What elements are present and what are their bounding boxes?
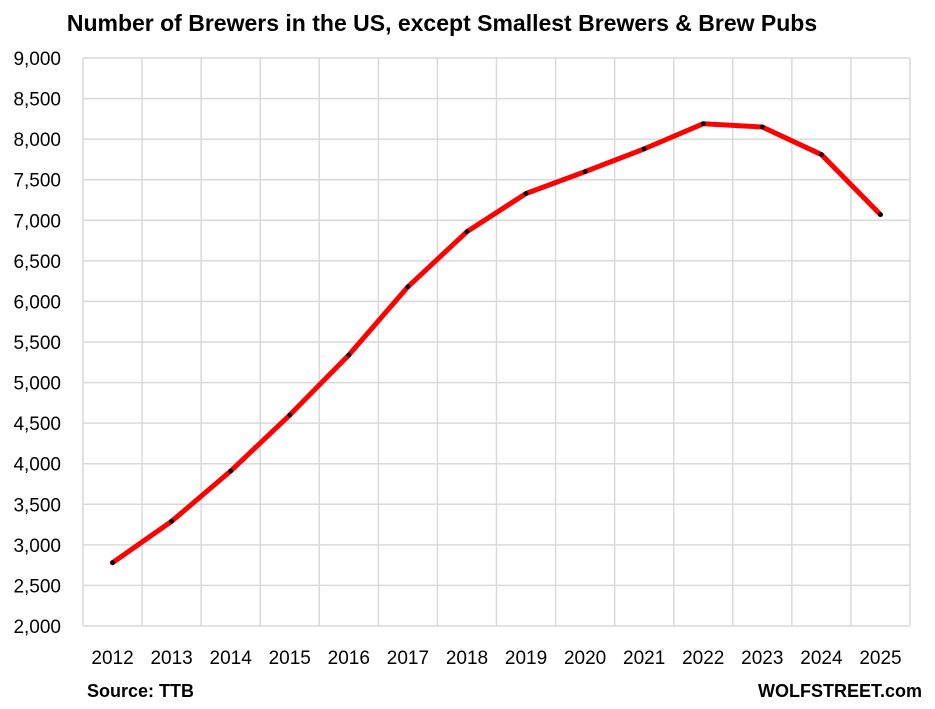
- y-axis-tick-labels: 2,000 2,500 3,000 3,500 4,000 4,500 5,000 5,500…: [13, 49, 61, 638]
- data-point: [346, 352, 352, 358]
- chart-title: Number of Brewers in the US, except Smal…: [67, 10, 817, 36]
- y-tick-label: 9,000: [13, 49, 61, 70]
- data-point: [582, 169, 588, 175]
- x-tick-label: 2014: [210, 648, 253, 669]
- data-point: [169, 518, 175, 524]
- grid: [82, 57, 911, 627]
- y-tick-label: 2,500: [13, 576, 61, 597]
- data-point: [878, 212, 883, 218]
- x-tick-label: 2018: [446, 648, 488, 669]
- x-tick-label: 2021: [623, 648, 665, 669]
- data-point: [818, 152, 824, 157]
- y-tick-label: 6,000: [13, 292, 61, 313]
- x-tick-label: 2025: [859, 648, 901, 669]
- y-tick-label: 4,000: [13, 455, 61, 476]
- x-tick-label: 2023: [741, 648, 783, 669]
- y-tick-label: 7,000: [13, 211, 61, 232]
- x-tick-label: 2017: [387, 648, 429, 669]
- data-point: [700, 121, 706, 127]
- x-tick-label: 2015: [269, 648, 311, 669]
- y-tick-label: 7,500: [13, 171, 61, 192]
- x-tick-label: 2022: [682, 648, 724, 669]
- data-point: [464, 229, 470, 235]
- y-tick-label: 3,500: [13, 495, 61, 516]
- x-tick-label: 2019: [505, 648, 547, 669]
- data-point: [228, 468, 234, 474]
- x-tick-label: 2013: [150, 648, 192, 669]
- source-note: Source: TTB: [87, 681, 194, 701]
- data-point: [405, 284, 411, 290]
- series-layer: [110, 121, 883, 566]
- y-tick-label: 8,000: [13, 130, 61, 151]
- x-tick-label: 2012: [91, 648, 133, 669]
- watermark: WOLFSTREET.com: [758, 681, 922, 701]
- data-point: [523, 191, 529, 196]
- y-tick-label: 4,500: [13, 414, 61, 435]
- x-axis-tick-labels: 2012 2013 2014 2015 2016 2017 2018 2019 2020 2021…: [91, 648, 901, 669]
- data-point: [641, 146, 647, 152]
- x-tick-label: 2020: [564, 648, 606, 669]
- y-tick-label: 5,000: [13, 374, 61, 395]
- x-tick-label: 2016: [328, 648, 370, 669]
- y-tick-label: 6,500: [13, 252, 61, 273]
- y-tick-label: 5,500: [13, 333, 61, 354]
- x-tick-label: 2024: [800, 648, 843, 669]
- y-tick-label: 2,000: [13, 617, 61, 638]
- data-point: [759, 124, 765, 130]
- data-point: [110, 560, 115, 566]
- y-tick-label: 3,000: [13, 536, 61, 557]
- series-line: [110, 121, 883, 566]
- y-tick-label: 8,500: [13, 90, 61, 111]
- data-point: [287, 412, 293, 418]
